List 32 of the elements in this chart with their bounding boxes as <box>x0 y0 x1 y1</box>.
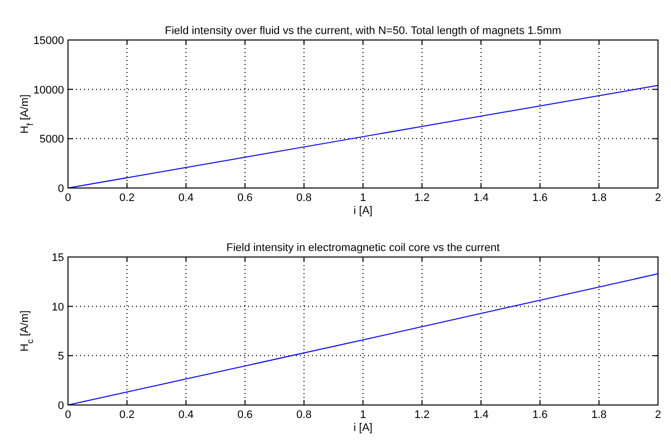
x-tick-label: 1.2 <box>414 409 430 421</box>
x-tick-label: 1 <box>360 409 366 421</box>
x-tick-label: 0.2 <box>119 192 135 204</box>
x-tick-label: 0.4 <box>178 409 194 421</box>
y-tick-label: 15000 <box>33 35 64 47</box>
y-tick-label: 15 <box>52 252 64 264</box>
x-tick-label: 1.4 <box>473 409 489 421</box>
x-tick-label: 1.8 <box>591 192 607 204</box>
x-tick-label: 0.2 <box>119 409 135 421</box>
x-tick-label: 1.6 <box>532 409 548 421</box>
x-tick-label: 0.4 <box>178 192 194 204</box>
x-tick-label: 0.8 <box>296 409 312 421</box>
x-tick-label: 1.6 <box>532 192 548 204</box>
x-tick-label: 1.8 <box>591 409 607 421</box>
x-tick-label: 1.4 <box>473 192 489 204</box>
y-tick-label: 0 <box>58 183 64 195</box>
y-tick-label: 10 <box>52 301 64 314</box>
x-tick-label: 2 <box>654 192 662 204</box>
chart-title: Field intensity over fluid vs the current, with N=50. Total length of magnets 1.5mm <box>164 25 562 37</box>
x-tick-label: 0.6 <box>237 192 253 204</box>
x-axis-title: i [A] <box>354 205 372 217</box>
y-tick-label: 10000 <box>33 84 64 96</box>
x-tick-label: 2 <box>654 409 662 421</box>
x-axis-title: i [A] <box>354 422 372 434</box>
y-tick-label: 5 <box>58 350 64 363</box>
chart-title: Field intensity in electromagnetic coil core vs the current <box>226 242 500 254</box>
x-tick-label: 1.2 <box>414 192 430 204</box>
x-tick-label: 1 <box>360 192 366 204</box>
y-tick-label: 0 <box>58 400 64 412</box>
x-tick-label: 0.8 <box>296 192 312 204</box>
x-tick-label: 0.6 <box>237 409 253 421</box>
y-tick-label: 5000 <box>40 134 64 146</box>
